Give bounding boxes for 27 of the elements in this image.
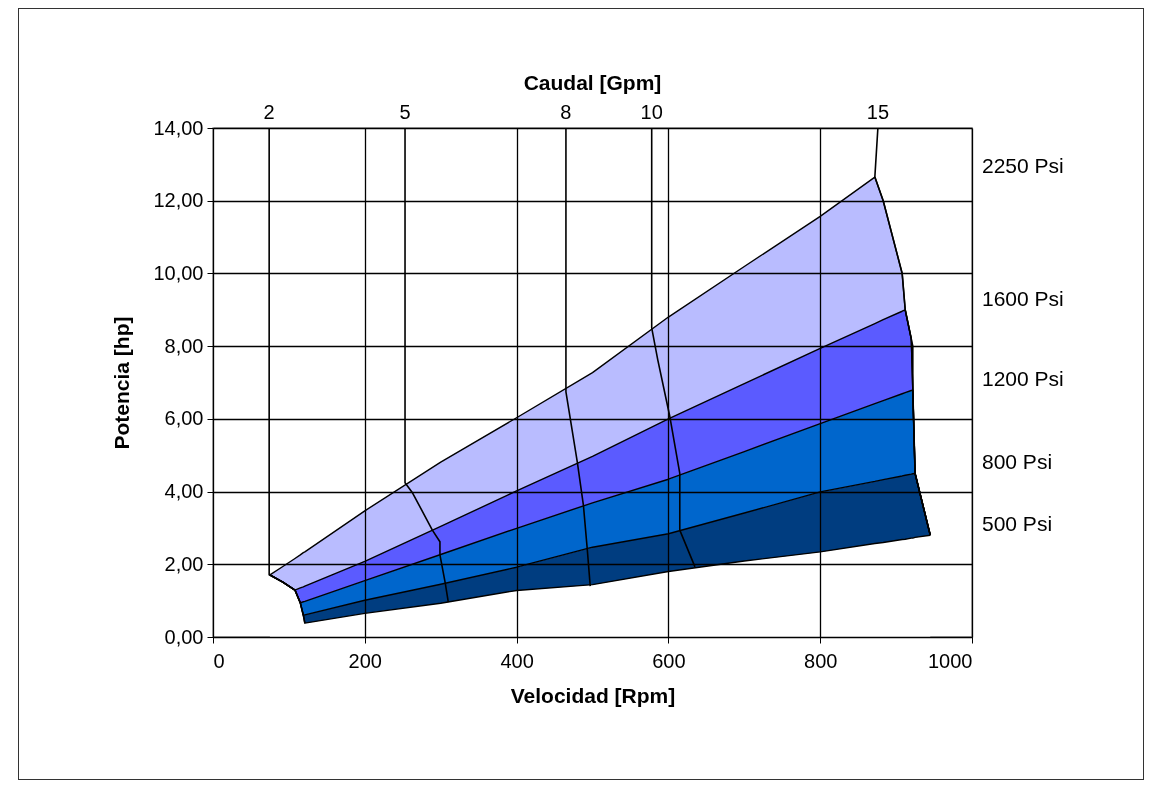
x-tick-label: 0 [213, 649, 225, 672]
y-tick-label: 4,00 [164, 480, 204, 503]
text: 1600 Psi [982, 286, 1064, 310]
y-axis-title: Potencia [hp] [110, 316, 134, 450]
y-tick-label: 0,00 [164, 625, 204, 648]
series-label: 10 [640, 101, 663, 123]
series-label: 5 [399, 101, 411, 123]
x-tick-label: 400 [500, 649, 534, 672]
x2-axis-title: Caudal [Gpm] [523, 71, 662, 94]
text: 800 Psi [982, 450, 1053, 474]
y-tick-label: 10,00 [153, 261, 204, 284]
x-tick-label: 600 [652, 649, 686, 672]
text: 500 Psi [982, 512, 1053, 536]
series-label: 15 [866, 101, 890, 123]
y-tick-label: 8,00 [164, 334, 204, 357]
y-tick-label: 6,00 [164, 407, 204, 430]
x-tick-label: 200 [348, 649, 382, 672]
y-tick-label: 14,00 [153, 116, 204, 139]
x-tick-label: 800 [804, 649, 838, 672]
y-tick-label: 2,00 [164, 552, 204, 575]
text: 2250 Psi [982, 154, 1064, 178]
y-tick-label: 12,00 [153, 189, 204, 212]
series-label: 8 [560, 101, 572, 123]
text: 1200 Psi [982, 367, 1064, 391]
series-label: 2 [263, 101, 275, 123]
x-axis-title: Velocidad [Rpm] [510, 683, 676, 707]
x-tick-label: 1000 [928, 649, 973, 672]
